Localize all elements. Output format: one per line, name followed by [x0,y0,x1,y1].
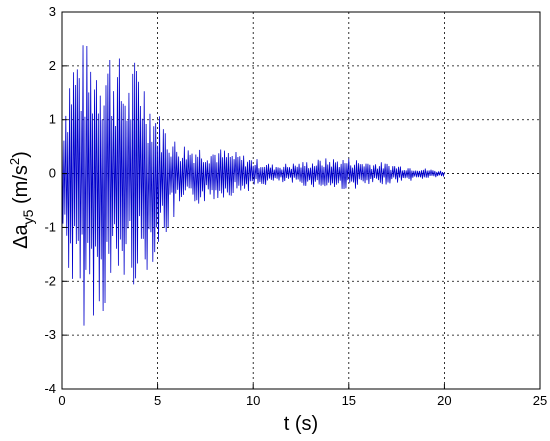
y-label-superscript: 2 [7,158,22,165]
y-tick-label: -1 [44,219,56,234]
x-tick-label: 5 [154,393,161,408]
x-tick-label: 20 [437,393,451,408]
y-label-unit-open: (m/s [10,165,32,209]
series-line [61,45,445,326]
x-axis-label: t (s) [284,413,318,435]
y-label-prefix: Δa [10,223,32,248]
x-tick-label: 25 [533,393,547,408]
y-tick-label: 1 [49,112,56,127]
y-axis-label: Δay5 (m/s2) [7,151,36,249]
y-label-subscript: y5 [20,209,36,224]
x-tick-label: 0 [58,393,65,408]
y-tick-label: -4 [44,381,56,396]
y-tick-label: -3 [44,327,56,342]
x-tick-label: 15 [342,393,356,408]
y-ticks: 3 2 1 0 -1 -2 -3 -4 [44,4,67,396]
x-ticks: 0 5 10 15 20 25 [58,384,547,408]
y-tick-label: 2 [49,58,56,73]
x-tick-label: 10 [246,393,260,408]
series [61,45,445,326]
plot-frame [61,11,541,390]
y-tick-label: 0 [49,166,56,181]
y-tick-label: -2 [44,273,56,288]
y-tick-label: 3 [49,4,56,19]
y-label-unit-close: ) [10,151,32,158]
